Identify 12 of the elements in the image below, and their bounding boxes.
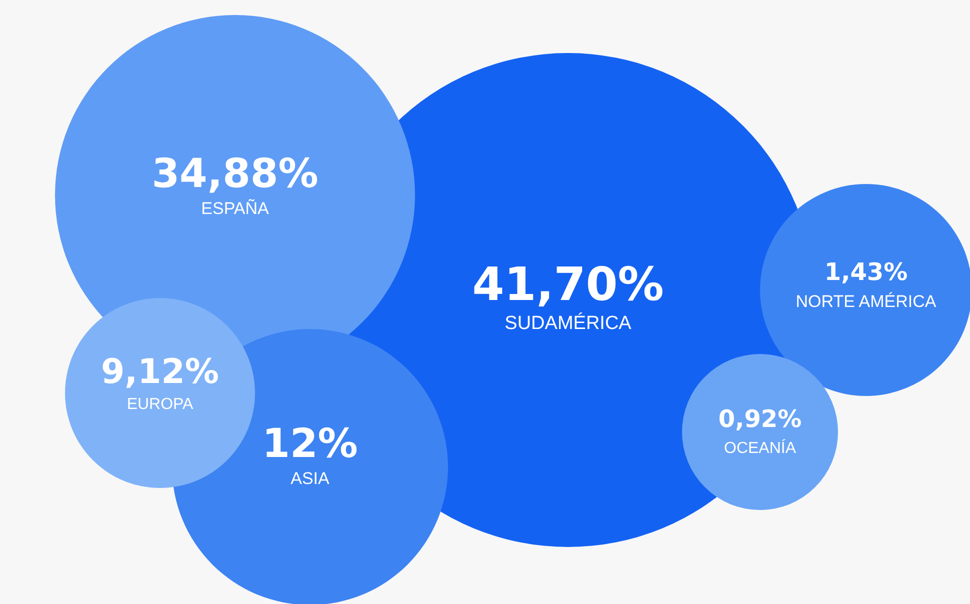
category-label: OCEANÍA — [724, 439, 796, 457]
data-label: 12% — [262, 421, 358, 467]
category-label: ESPAÑA — [201, 199, 270, 218]
data-label: 0,92% — [718, 405, 802, 433]
data-label: 9,12% — [101, 352, 219, 392]
data-label: 41,70% — [472, 257, 664, 311]
data-label: 34,88% — [152, 151, 318, 197]
category-label: EUROPA — [126, 396, 194, 413]
category-label: SUDAMÉRICA — [504, 312, 632, 334]
category-label: NORTE AMÉRICA — [796, 292, 937, 311]
data-label: 1,43% — [824, 258, 908, 286]
category-label: ASIA — [290, 469, 330, 488]
